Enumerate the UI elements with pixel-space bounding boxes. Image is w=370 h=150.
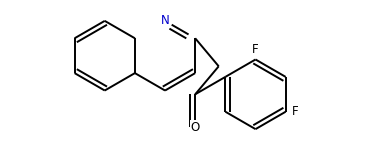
Text: O: O: [191, 121, 200, 134]
Text: F: F: [292, 105, 299, 118]
Text: F: F: [252, 43, 259, 56]
Text: N: N: [161, 14, 169, 27]
